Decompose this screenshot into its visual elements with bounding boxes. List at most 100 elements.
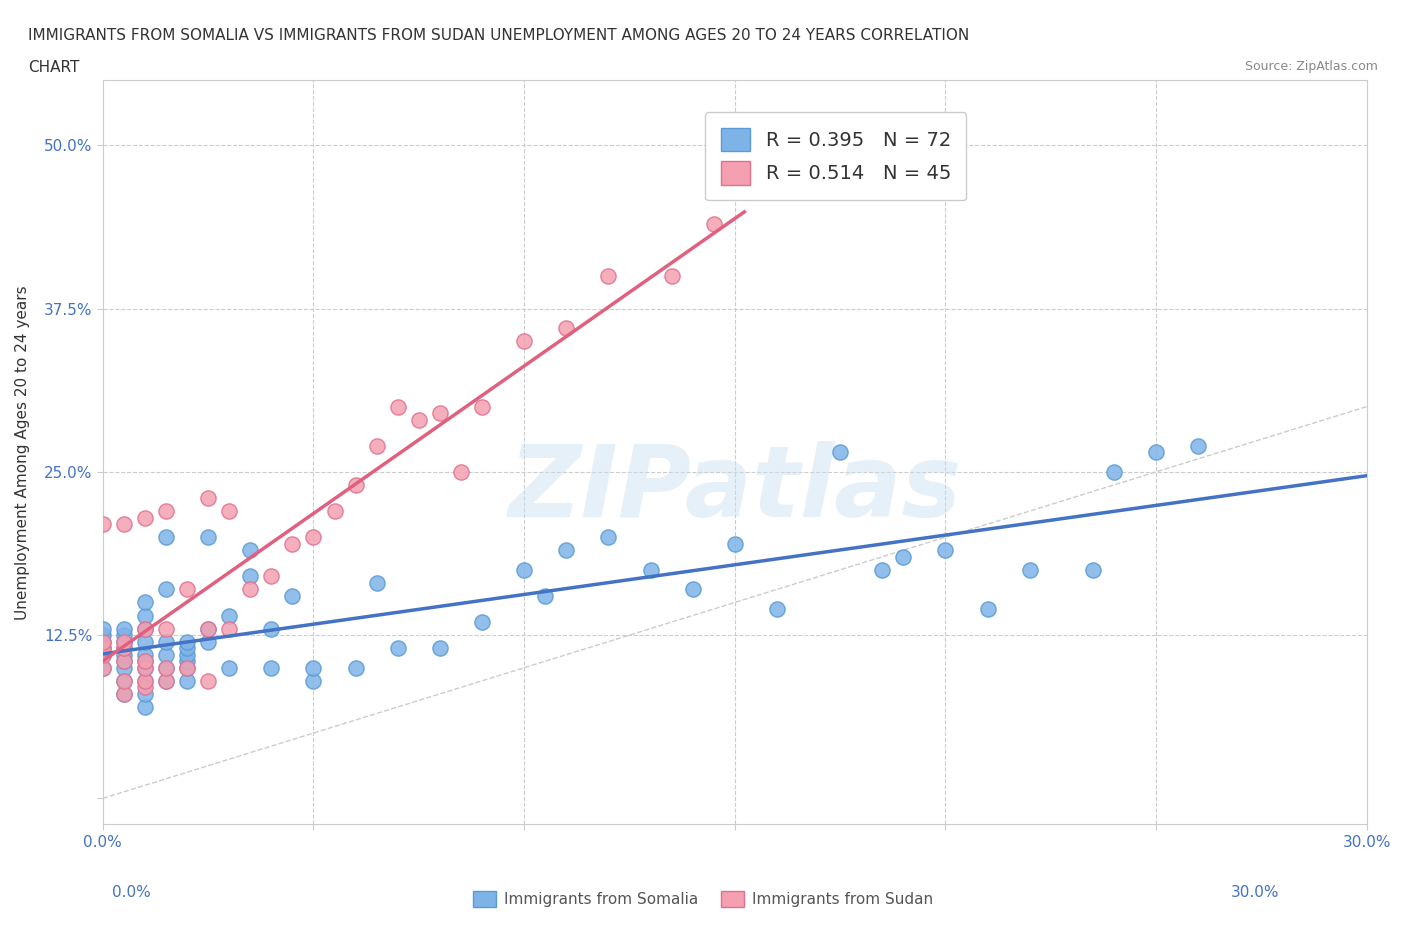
Point <box>891 550 914 565</box>
Point <box>155 647 177 662</box>
Point <box>640 563 662 578</box>
Point <box>134 654 156 669</box>
Point <box>112 673 135 688</box>
Point <box>134 608 156 623</box>
Point <box>155 504 177 519</box>
Point <box>91 660 114 675</box>
Point <box>471 615 494 630</box>
Point <box>766 602 789 617</box>
Point <box>176 641 198 656</box>
Point <box>112 686 135 701</box>
Point <box>281 589 304 604</box>
Point <box>176 647 198 662</box>
Point <box>134 660 156 675</box>
Point <box>218 504 240 519</box>
Point <box>218 660 240 675</box>
Point <box>134 621 156 636</box>
Text: Source: ZipAtlas.com: Source: ZipAtlas.com <box>1244 60 1378 73</box>
Point <box>155 660 177 675</box>
Point <box>703 217 725 232</box>
Point <box>387 641 409 656</box>
Point <box>134 660 156 675</box>
Point <box>176 634 198 649</box>
Point <box>134 634 156 649</box>
Point <box>112 654 135 669</box>
Point <box>239 569 262 584</box>
Text: IMMIGRANTS FROM SOMALIA VS IMMIGRANTS FROM SUDAN UNEMPLOYMENT AMONG AGES 20 TO 2: IMMIGRANTS FROM SOMALIA VS IMMIGRANTS FR… <box>28 28 969 43</box>
Point <box>239 543 262 558</box>
Point <box>408 412 430 427</box>
Point <box>134 647 156 662</box>
Point <box>661 269 683 284</box>
Text: 0.0%: 0.0% <box>112 885 152 900</box>
Point <box>976 602 998 617</box>
Point <box>598 269 620 284</box>
Point <box>1187 438 1209 453</box>
Point <box>176 582 198 597</box>
Point <box>197 621 219 636</box>
Point <box>91 641 114 656</box>
Point <box>112 517 135 532</box>
Point <box>197 530 219 545</box>
Point <box>155 621 177 636</box>
Point <box>724 537 747 551</box>
Point <box>870 563 893 578</box>
Point <box>91 641 114 656</box>
Point <box>134 673 156 688</box>
Point <box>830 445 852 459</box>
Point <box>344 477 367 492</box>
Point <box>682 582 704 597</box>
Point <box>366 438 388 453</box>
Text: ZIPatlas: ZIPatlas <box>508 441 962 538</box>
Point <box>155 530 177 545</box>
Point <box>513 334 536 349</box>
Point <box>366 576 388 591</box>
Point <box>112 660 135 675</box>
Point <box>155 673 177 688</box>
Legend: Immigrants from Somalia, Immigrants from Sudan: Immigrants from Somalia, Immigrants from… <box>467 884 939 913</box>
Point <box>302 673 325 688</box>
Point <box>555 543 578 558</box>
Point <box>1144 445 1167 459</box>
Point <box>112 621 135 636</box>
Point <box>555 321 578 336</box>
Point <box>323 504 346 519</box>
Point <box>934 543 956 558</box>
Point <box>197 490 219 505</box>
Y-axis label: Unemployment Among Ages 20 to 24 years: Unemployment Among Ages 20 to 24 years <box>15 285 30 619</box>
Legend: R = 0.395   N = 72, R = 0.514   N = 45: R = 0.395 N = 72, R = 0.514 N = 45 <box>706 113 966 201</box>
Point <box>534 589 557 604</box>
Point <box>91 517 114 532</box>
Point <box>91 628 114 643</box>
Point <box>134 654 156 669</box>
Point <box>218 608 240 623</box>
Point <box>218 621 240 636</box>
Point <box>91 634 114 649</box>
Point <box>155 634 177 649</box>
Point <box>1102 464 1125 479</box>
Point <box>155 660 177 675</box>
Point <box>598 530 620 545</box>
Text: 30.0%: 30.0% <box>1232 885 1279 900</box>
Point <box>112 641 135 656</box>
Point <box>91 647 114 662</box>
Point <box>112 673 135 688</box>
Point <box>239 582 262 597</box>
Point <box>91 647 114 662</box>
Point <box>176 654 198 669</box>
Point <box>91 660 114 675</box>
Point <box>197 634 219 649</box>
Point <box>91 634 114 649</box>
Point <box>197 673 219 688</box>
Point <box>112 647 135 662</box>
Point <box>1081 563 1104 578</box>
Point <box>134 686 156 701</box>
Point <box>281 537 304 551</box>
Point <box>112 686 135 701</box>
Point <box>176 660 198 675</box>
Point <box>134 595 156 610</box>
Point <box>513 563 536 578</box>
Point <box>429 641 451 656</box>
Point <box>91 621 114 636</box>
Point <box>302 660 325 675</box>
